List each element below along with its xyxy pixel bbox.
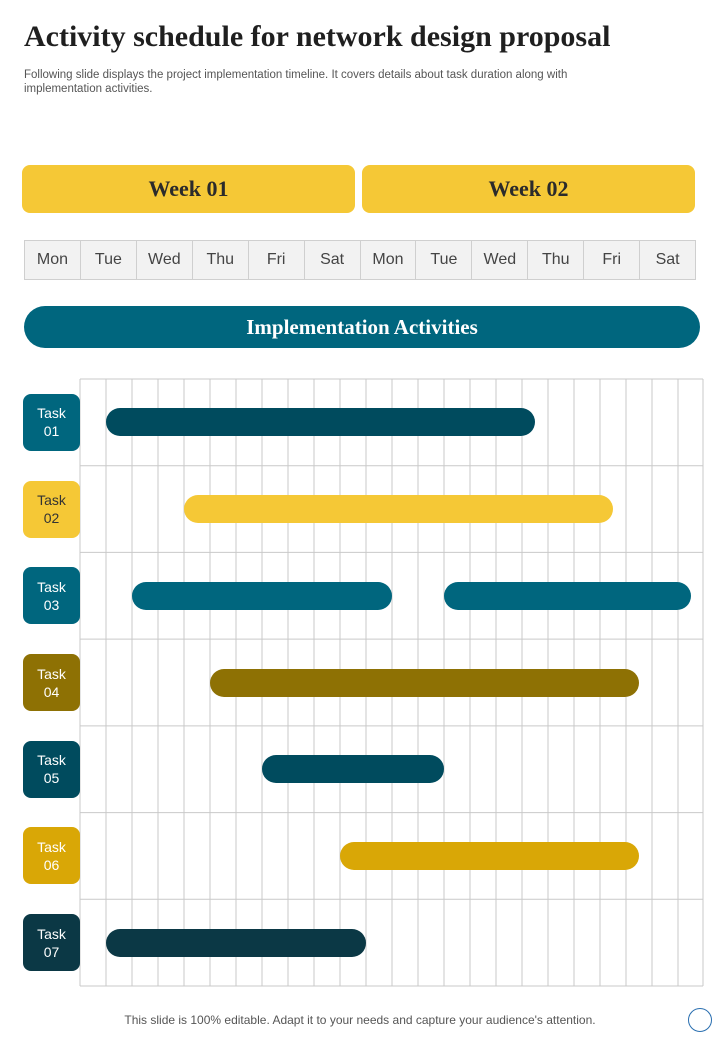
task-label: Task 01 bbox=[23, 393, 80, 451]
day-header-row: Mon Tue Wed Thu Fri Sat Mon Tue Wed Thu Fri Sat bbox=[24, 240, 697, 280]
week-01-header: Week 01 bbox=[22, 165, 355, 213]
footer-note: This slide is 100% editable. Adapt it to… bbox=[124, 1013, 596, 1027]
task-label: Task 05 bbox=[23, 740, 80, 798]
task-bar bbox=[184, 495, 613, 524]
day-cell: Wed bbox=[135, 240, 193, 280]
task-bar bbox=[262, 755, 444, 784]
week-02-header: Week 02 bbox=[362, 165, 695, 213]
task-bar bbox=[132, 581, 392, 610]
day-cell: Thu bbox=[527, 240, 585, 280]
task-label: Task 02 bbox=[23, 480, 80, 538]
day-cell: Wed bbox=[471, 240, 529, 280]
day-cell: Mon bbox=[359, 240, 417, 280]
day-cell: Tue bbox=[79, 240, 137, 280]
task-bar bbox=[340, 841, 639, 870]
task-label: Task 07 bbox=[23, 914, 80, 972]
day-cell: Sat bbox=[639, 240, 697, 280]
task-bar bbox=[444, 581, 691, 610]
circle-icon bbox=[688, 1008, 712, 1032]
day-cell: Thu bbox=[191, 240, 249, 280]
day-cell: Fri bbox=[247, 240, 305, 280]
task-bar bbox=[106, 928, 366, 957]
task-bar bbox=[106, 408, 535, 437]
day-cell: Fri bbox=[583, 240, 641, 280]
day-cell: Sat bbox=[303, 240, 361, 280]
task-label: Task 04 bbox=[23, 654, 80, 711]
task-label: Task 03 bbox=[23, 567, 80, 625]
page-subtitle: Following slide displays the project imp… bbox=[24, 69, 568, 95]
page-title: Activity schedule for network design pro… bbox=[24, 20, 611, 53]
day-cell: Tue bbox=[415, 240, 473, 280]
task-bar bbox=[210, 668, 639, 697]
implementation-activities-banner: Implementation Activities bbox=[24, 306, 700, 348]
task-label: Task 06 bbox=[23, 827, 80, 885]
